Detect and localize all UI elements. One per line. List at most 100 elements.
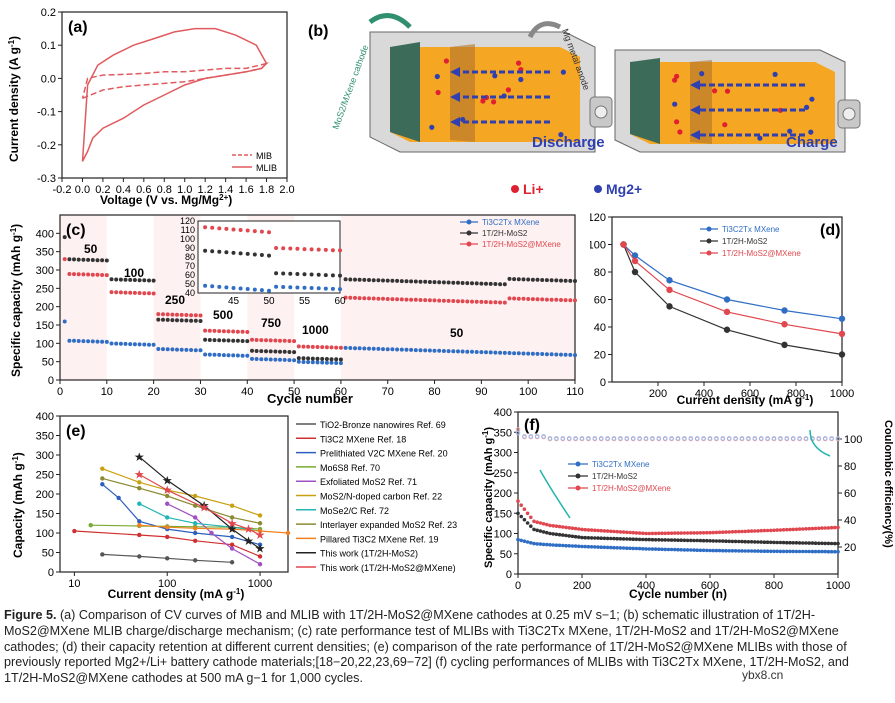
y-tick-label: 0.2 [41, 7, 56, 19]
data-point [151, 278, 156, 283]
data-point [343, 277, 348, 282]
data-point [301, 356, 306, 361]
data-point [338, 361, 343, 366]
ce-point [528, 434, 534, 439]
data-point [179, 312, 184, 317]
arrow-head [690, 105, 700, 115]
x-axis-title: Cycle number [267, 391, 353, 406]
data-point [132, 290, 137, 295]
star-marker: ★ [162, 483, 173, 497]
inset-point [338, 248, 342, 253]
data-point [404, 297, 409, 302]
cycling-point [833, 549, 837, 554]
data-point [203, 337, 208, 342]
y-right-axis-title: Coulombic efficiency(%) [882, 420, 894, 548]
cycling-point [647, 531, 651, 536]
data-point [329, 357, 334, 362]
comparison-marker [137, 501, 142, 506]
cycling-point [557, 543, 562, 548]
data-point [437, 298, 442, 303]
data-point [310, 356, 315, 361]
data-point [151, 342, 156, 347]
cycling-point [666, 531, 671, 535]
cycling-point [769, 540, 773, 545]
data-point [147, 342, 151, 347]
comparison-marker [229, 515, 235, 520]
cycling-point [663, 531, 667, 536]
cycling-point [756, 529, 760, 533]
x-tick-label: 0.0 [75, 184, 90, 196]
data-point [165, 312, 170, 317]
legend-label: Pillared Ti3C2 MXene Ref. 19 [320, 534, 439, 544]
mg-legend-label: Mg2+ [606, 181, 642, 197]
data-point [456, 299, 460, 304]
cycling-point [602, 529, 607, 533]
data-point [278, 349, 282, 354]
data-point [353, 295, 357, 300]
data-point [193, 318, 198, 323]
cycling-point [701, 548, 706, 553]
cycling-point [740, 549, 744, 553]
data-point [376, 346, 381, 351]
y-axis-title: Specific capacity (mAh g-1) [9, 224, 24, 377]
data-point [390, 278, 395, 283]
y-axis-title: Capacity (mAh g-1) [11, 452, 26, 558]
cycling-point [724, 548, 728, 553]
y-tick-label: 350 [36, 431, 54, 443]
x-tick-label: 100 [519, 386, 537, 398]
cycling-point [669, 531, 674, 535]
cycling-point [791, 549, 795, 554]
cycling-point [817, 526, 821, 531]
inset-point [259, 288, 264, 293]
x-tick-label: 600 [701, 580, 719, 592]
data-point [573, 279, 577, 283]
data-point [456, 280, 460, 285]
data-point [521, 351, 526, 356]
y-right-tick-label: 80 [844, 461, 856, 473]
panel-e-label: (e) [66, 423, 86, 440]
y-tick-label: 0.1 [41, 40, 56, 52]
panel-d-retention-chart: 200 400 600 800 1000 0 20 40 60 80 100 120 (d) Ti3C2T… [571, 207, 895, 407]
cycling-point [647, 547, 651, 551]
ce-point [720, 436, 726, 441]
data-point [526, 277, 531, 282]
retention-point [723, 308, 731, 316]
cycling-point [535, 528, 539, 533]
legend-marker [706, 250, 712, 256]
cycling-point [781, 528, 786, 532]
y-tick-label: 100 [590, 240, 606, 252]
data-point [296, 344, 301, 349]
data-point [320, 360, 325, 365]
mg-ion [787, 128, 793, 134]
cycling-point [522, 539, 527, 543]
cycling-point [673, 547, 677, 552]
data-point [287, 358, 292, 363]
data-point [203, 352, 208, 357]
data-point [287, 339, 292, 343]
data-point [86, 272, 91, 277]
inset-point [245, 251, 250, 256]
x-tick-label: 20 [148, 386, 160, 398]
cycling-point [564, 525, 568, 530]
ce-point [803, 436, 809, 441]
cycling-point [743, 549, 747, 553]
cv-chart-svg: (a)-0.2 0.0 0.2 0.4 0.6 0.8 1.0 1.2 1.4 1.6 1.8 2.0… [7, 7, 295, 207]
rate-label: 1000 [302, 323, 329, 337]
data-point [371, 346, 376, 351]
data-point [203, 328, 208, 333]
cycling-point [609, 545, 613, 550]
data-point [245, 339, 250, 344]
cycling-point [644, 547, 648, 551]
comparison-marker [257, 513, 263, 518]
cycling-point [589, 528, 594, 532]
data-point [367, 346, 371, 351]
comparison-marker [100, 552, 105, 557]
inset-point [203, 283, 208, 288]
ce-point [675, 436, 681, 441]
data-point [493, 350, 498, 355]
cycling-point [657, 538, 661, 542]
cycling-point [532, 519, 536, 524]
cycling-point [631, 537, 635, 541]
data-point [479, 281, 484, 286]
cycling-point [663, 538, 667, 542]
